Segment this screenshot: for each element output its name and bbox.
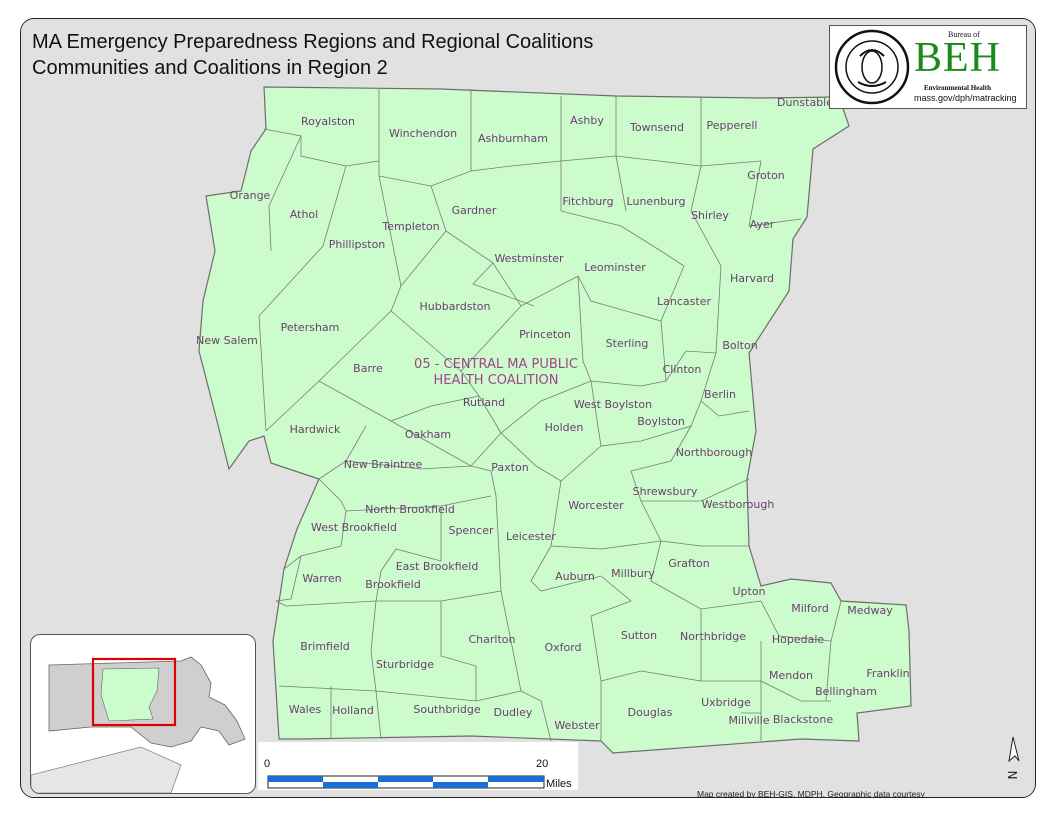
town-label-brimfield: Brimfield — [300, 640, 350, 653]
town-label-templeton: Templeton — [381, 220, 439, 233]
town-label-dudley: Dudley — [494, 706, 533, 719]
map-credit: Map created by BEH-GIS, MDPH. Geographic… — [697, 789, 925, 798]
locator-inset-map — [30, 634, 256, 794]
town-label-gardner: Gardner — [452, 204, 497, 217]
town-label-ashburnham: Ashburnham — [478, 132, 548, 145]
north-arrow-icon: N — [1006, 736, 1020, 780]
town-label-leominster: Leominster — [584, 261, 646, 274]
town-label-grafton: Grafton — [668, 557, 710, 570]
scale-bar: 0 20 Miles — [258, 742, 578, 790]
town-boundaries — [258, 89, 842, 742]
town-label-franklin: Franklin — [866, 667, 909, 680]
town-label-blackstone: Blackstone — [773, 713, 834, 726]
town-label-pepperell: Pepperell — [707, 119, 758, 132]
scale-unit-label: Miles — [546, 778, 572, 790]
town-label-hubbardston: Hubbardston — [419, 300, 490, 313]
town-label-leicester: Leicester — [506, 530, 556, 543]
town-label-southbridge: Southbridge — [413, 703, 480, 716]
town-label-shirley: Shirley — [691, 209, 729, 222]
town-label-barre: Barre — [353, 362, 383, 375]
town-label-west-boylston: West Boylston — [574, 398, 652, 411]
town-label-spencer: Spencer — [448, 524, 494, 537]
coalition-label-line2: HEALTH COALITION — [434, 373, 559, 388]
coalition-label-line1: 05 - CENTRAL MA PUBLIC — [414, 357, 578, 372]
map-title: MA Emergency Preparedness Regions and Re… — [32, 31, 594, 53]
logo-url: mass.gov/dph/matracking — [914, 93, 1017, 103]
town-label-wales: Wales — [289, 703, 322, 716]
town-label-dunstable: Dunstable — [777, 96, 833, 109]
town-label-uxbridge: Uxbridge — [701, 696, 751, 709]
town-label-ayer: Ayer — [750, 218, 775, 231]
town-label-petersham: Petersham — [281, 321, 340, 334]
town-label-holland: Holland — [332, 704, 374, 717]
town-label-holden: Holden — [545, 421, 584, 434]
town-label-westborough: Westborough — [702, 498, 775, 511]
town-label-orange: Orange — [230, 189, 271, 202]
logo-subtitle: Environmental Health — [924, 84, 991, 92]
beh-logo: Bureau of BEH Environmental Health mass.… — [829, 25, 1027, 109]
town-label-ashby: Ashby — [570, 114, 604, 127]
town-label-harvard: Harvard — [730, 272, 774, 285]
town-label-paxton: Paxton — [491, 461, 528, 474]
credit-line-1: Map created by BEH-GIS, MDPH. Geographic… — [697, 789, 925, 798]
town-label-northbridge: Northbridge — [680, 630, 746, 643]
north-arrow-letter: N — [1006, 771, 1020, 780]
town-label-phillipston: Phillipston — [329, 238, 386, 251]
town-label-royalston: Royalston — [301, 115, 355, 128]
town-label-west-brookfield: West Brookfield — [311, 521, 397, 534]
logo-acronym: BEH — [914, 35, 1001, 81]
town-label-douglas: Douglas — [628, 706, 673, 719]
town-label-sterling: Sterling — [606, 337, 649, 350]
town-label-clinton: Clinton — [663, 363, 702, 376]
town-label-boylston: Boylston — [637, 415, 685, 428]
town-label-townsend: Townsend — [629, 121, 684, 134]
town-label-worcester: Worcester — [568, 499, 624, 512]
town-label-sturbridge: Sturbridge — [376, 658, 434, 671]
town-label-milford: Milford — [791, 602, 829, 615]
town-label-mendon: Mendon — [769, 669, 813, 682]
town-labels: Royalston Winchendon Ashburnham Ashby Townse… — [196, 96, 910, 732]
town-label-shrewsbury: Shrewsbury — [633, 485, 698, 498]
logo-bureau-text: Bureau of — [948, 30, 980, 39]
neighbor-states-shape — [31, 746, 182, 793]
town-label-north-brookfield: North Brookfield — [365, 503, 455, 516]
town-label-berlin: Berlin — [704, 388, 736, 401]
town-label-webster: Webster — [554, 719, 600, 732]
town-label-westminster: Westminster — [494, 252, 564, 265]
town-label-lancaster: Lancaster — [657, 295, 711, 308]
town-label-auburn: Auburn — [555, 570, 595, 583]
scale-start-label: 0 — [264, 758, 271, 770]
town-label-upton: Upton — [732, 585, 765, 598]
town-label-princeton: Princeton — [519, 328, 571, 341]
town-label-medway: Medway — [847, 604, 893, 617]
town-label-winchendon: Winchendon — [389, 127, 457, 140]
town-label-warren: Warren — [302, 572, 341, 585]
town-label-new-braintree: New Braintree — [344, 458, 423, 471]
region-2-area — [198, 86, 912, 754]
town-label-fitchburg: Fitchburg — [562, 195, 613, 208]
town-label-lunenburg: Lunenburg — [627, 195, 686, 208]
inset-highlight-box — [91, 657, 177, 727]
town-label-hopedale: Hopedale — [772, 633, 825, 646]
town-label-brookfield: Brookfield — [365, 578, 420, 591]
town-label-groton: Groton — [747, 169, 785, 182]
region-2-shape — [100, 667, 160, 722]
town-label-east-brookfield: East Brookfield — [396, 560, 479, 573]
town-label-bellingham: Bellingham — [815, 685, 877, 698]
town-label-oakham: Oakham — [405, 428, 451, 441]
town-label-new-salem: New Salem — [196, 334, 258, 347]
town-label-millbury: Millbury — [611, 567, 655, 580]
map-subtitle: Communities and Coalitions in Region 2 — [32, 57, 388, 79]
town-label-hardwick: Hardwick — [290, 423, 341, 436]
town-label-millville: Millville — [728, 714, 769, 727]
seal-icon — [834, 29, 910, 105]
scale-end-label: 20 — [536, 758, 549, 770]
town-label-northborough: Northborough — [676, 446, 752, 459]
town-label-rutland: Rutland — [463, 396, 505, 409]
town-label-charlton: Charlton — [469, 633, 516, 646]
town-label-athol: Athol — [290, 208, 318, 221]
town-label-sutton: Sutton — [621, 629, 657, 642]
town-label-oxford: Oxford — [544, 641, 581, 654]
town-label-bolton: Bolton — [722, 339, 757, 352]
